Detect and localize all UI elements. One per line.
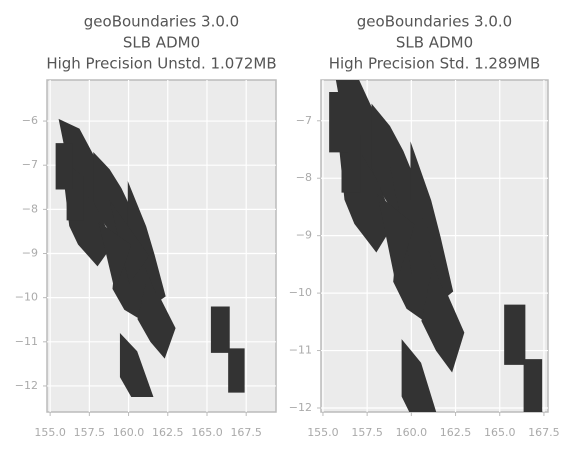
y-tick-label: −10 — [15, 291, 38, 304]
y-tick-label: −11 — [289, 344, 312, 357]
x-tick-label: 157.5 — [74, 426, 106, 439]
chart-title: geoBoundaries 3.0.0 — [357, 13, 512, 31]
x-tick-label: 162.5 — [152, 426, 184, 439]
chart-title: SLB ADM0 — [396, 34, 473, 52]
x-tick-label: 162.5 — [440, 426, 472, 439]
map-panel: geoBoundaries 3.0.0 SLB ADM0 High Precisio… — [15, 13, 277, 439]
map-panel: geoBoundaries 3.0.0 SLB ADM0 High Precisio… — [289, 13, 560, 440]
x-tick-label: 155.0 — [307, 426, 339, 439]
chart-title: geoBoundaries 3.0.0 — [84, 13, 239, 31]
y-tick-label: −9 — [22, 247, 38, 260]
y-tick-label: −9 — [296, 229, 312, 242]
x-tick-label: 167.5 — [230, 426, 262, 439]
y-tick-label: −12 — [289, 401, 312, 414]
y-tick-label: −10 — [289, 286, 312, 299]
x-tick-label: 160.0 — [113, 426, 145, 439]
y-tick-label: −7 — [296, 114, 312, 127]
x-tick-label: 165.0 — [191, 426, 223, 439]
y-tick-label: −11 — [15, 335, 38, 348]
x-tick-label: 165.0 — [484, 426, 516, 439]
y-tick-label: −12 — [15, 379, 38, 392]
x-tick-label: 155.0 — [34, 426, 66, 439]
y-tick-label: −8 — [296, 171, 312, 184]
y-tick-label: −8 — [22, 202, 38, 215]
chart-title: High Precision Std. 1.289MB — [329, 55, 541, 73]
x-tick-label: 160.0 — [396, 426, 428, 439]
chart-title: SLB ADM0 — [123, 34, 200, 52]
x-tick-label: 167.5 — [528, 426, 560, 439]
chart-title: High Precision Unstd. 1.072MB — [46, 55, 276, 73]
y-tick-label: −7 — [22, 158, 38, 171]
y-tick-label: −6 — [22, 114, 38, 127]
x-tick-label: 157.5 — [351, 426, 383, 439]
